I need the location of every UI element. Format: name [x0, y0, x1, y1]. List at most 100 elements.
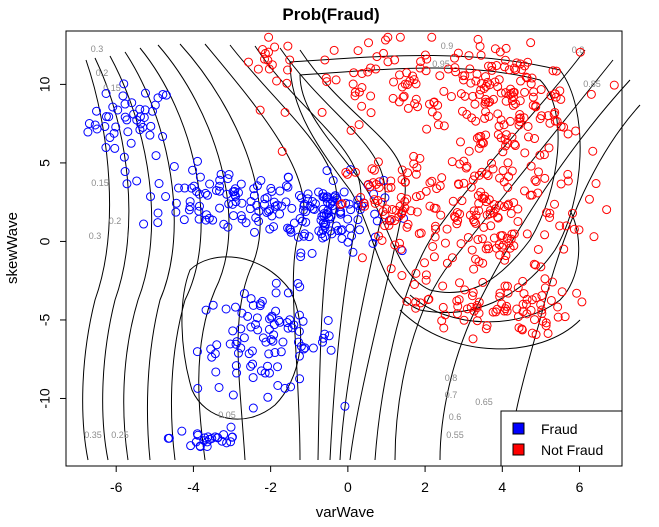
point-fraud	[120, 167, 130, 177]
point-fraud	[185, 202, 195, 212]
point-not-fraud	[527, 328, 537, 338]
legend-swatch-fraud	[512, 422, 525, 435]
point-fraud	[186, 441, 196, 451]
point-not-fraud	[508, 92, 518, 102]
legend-box	[500, 410, 623, 467]
contour-label: 0.35	[84, 430, 102, 440]
point-fraud	[210, 432, 220, 442]
point-not-fraud	[433, 100, 443, 110]
point-not-fraud	[356, 192, 366, 202]
point-not-fraud	[377, 197, 387, 207]
point-not-fraud	[438, 281, 448, 291]
point-not-fraud	[466, 182, 476, 192]
y-tick-label: -5	[37, 314, 53, 327]
point-not-fraud	[484, 195, 494, 205]
point-fraud	[174, 183, 184, 193]
point-fraud	[368, 238, 378, 248]
point-fraud	[139, 112, 149, 122]
y-tick-label: 10	[37, 76, 53, 92]
point-fraud	[194, 201, 204, 211]
point-fraud	[248, 403, 258, 413]
point-fraud	[194, 206, 204, 216]
point-fraud	[345, 165, 355, 175]
point-not-fraud	[495, 47, 505, 57]
point-fraud	[262, 207, 272, 217]
point-not-fraud	[369, 195, 379, 205]
point-not-fraud	[530, 175, 540, 185]
point-fraud	[286, 382, 296, 392]
point-not-fraud	[510, 141, 520, 151]
point-not-fraud	[506, 208, 516, 218]
point-not-fraud	[535, 150, 545, 160]
point-fraud	[270, 348, 280, 358]
point-not-fraud	[270, 42, 280, 52]
point-fraud	[123, 127, 133, 137]
point-not-fraud	[527, 190, 537, 200]
contour-labels: 0.3 0.2 0.15 0.15 0.2 0.3 0.35 0.25 0.05 0.9 0.95 0…	[84, 41, 601, 440]
point-not-fraud	[243, 57, 253, 67]
x-tick-label: -6	[110, 479, 123, 495]
point-not-fraud	[522, 229, 532, 239]
point-not-fraud	[399, 91, 409, 101]
point-not-fraud	[277, 146, 287, 156]
point-fraud	[324, 331, 334, 341]
point-fraud	[185, 197, 195, 207]
point-fraud	[287, 203, 297, 213]
point-not-fraud	[530, 134, 540, 144]
point-not-fraud	[435, 71, 445, 81]
point-fraud	[298, 205, 308, 215]
point-not-fraud	[411, 297, 421, 307]
point-not-fraud	[527, 73, 537, 83]
point-fraud	[222, 438, 232, 448]
point-not-fraud	[415, 63, 425, 73]
contour-line	[399, 309, 581, 350]
point-not-fraud	[420, 50, 430, 60]
point-fraud	[202, 437, 212, 447]
point-not-fraud	[480, 191, 490, 201]
point-fraud	[200, 188, 210, 198]
point-not-fraud	[502, 301, 512, 311]
point-not-fraud	[416, 57, 426, 67]
point-fraud	[328, 196, 338, 206]
point-not-fraud	[402, 68, 412, 78]
point-fraud	[249, 227, 259, 237]
point-not-fraud	[569, 224, 579, 234]
point-fraud	[269, 320, 279, 330]
point-not-fraud	[421, 275, 431, 285]
point-not-fraud	[374, 182, 384, 192]
point-not-fraud	[365, 63, 375, 73]
point-not-fraud	[513, 312, 523, 322]
point-not-fraud	[439, 121, 449, 131]
point-not-fraud	[342, 169, 352, 179]
point-not-fraud	[386, 214, 396, 224]
point-fraud	[283, 172, 293, 182]
contour-label: 0.3	[89, 231, 102, 241]
contour-line	[509, 104, 641, 461]
contour-label: 0.95	[432, 59, 450, 69]
point-fraud	[233, 188, 243, 198]
point-not-fraud	[545, 212, 555, 222]
point-not-fraud	[380, 221, 390, 231]
point-fraud	[171, 207, 181, 217]
point-not-fraud	[543, 328, 553, 338]
point-not-fraud	[397, 82, 407, 92]
point-not-fraud	[557, 287, 567, 297]
point-not-fraud	[403, 168, 413, 178]
point-fraud	[119, 79, 129, 89]
point-fraud	[285, 224, 295, 234]
point-not-fraud	[255, 105, 265, 115]
point-not-fraud	[482, 210, 492, 220]
point-fraud	[301, 207, 311, 217]
point-not-fraud	[411, 79, 421, 89]
point-fraud	[101, 112, 111, 122]
point-not-fraud	[544, 143, 554, 153]
point-fraud	[293, 337, 303, 347]
point-not-fraud	[540, 283, 550, 293]
point-not-fraud	[589, 232, 599, 242]
point-not-fraud	[424, 294, 434, 304]
point-not-fraud	[374, 177, 384, 187]
point-fraud	[236, 179, 246, 189]
point-fraud	[320, 223, 330, 233]
point-fraud	[296, 193, 306, 203]
point-fraud	[266, 335, 276, 345]
